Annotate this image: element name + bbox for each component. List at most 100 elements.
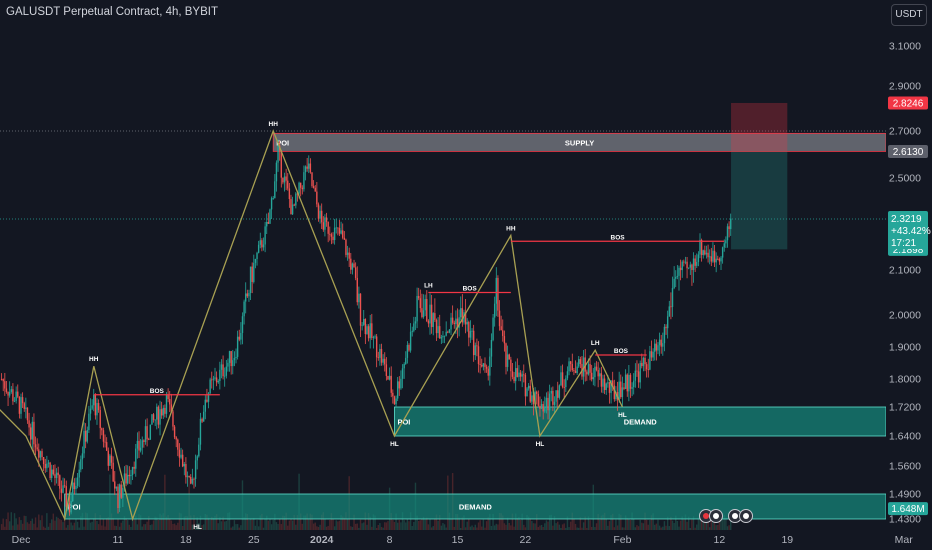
volume-bar xyxy=(7,512,9,530)
candle-body xyxy=(513,376,515,382)
last-price-line: 17:21 xyxy=(891,238,916,249)
candle-body xyxy=(553,401,556,405)
candle-body xyxy=(199,418,202,445)
volume-bar xyxy=(689,527,691,530)
position-tool[interactable] xyxy=(731,102,788,250)
candle-body xyxy=(416,296,418,322)
candle-body xyxy=(57,472,59,476)
volume-bar xyxy=(60,519,63,530)
candle-body xyxy=(59,475,61,489)
volume-bar xyxy=(308,519,310,530)
candle-body xyxy=(162,407,164,416)
event-icons[interactable] xyxy=(699,509,753,523)
volume-bar xyxy=(539,525,541,530)
volume-bar xyxy=(329,520,331,530)
time-axis[interactable]: Dec 11 18 25 2024 8 15 22 Feb 12 19 Mar xyxy=(0,530,913,550)
price-axis[interactable]: 3.10002.90002.70002.50002.30002.10002.00… xyxy=(886,0,932,550)
candle-body xyxy=(235,356,237,358)
candle-body xyxy=(654,343,656,352)
volume-bar xyxy=(400,522,402,530)
volume-bar xyxy=(597,513,599,530)
volume-bar xyxy=(613,527,616,530)
volume-bar xyxy=(460,527,462,530)
volume-bar xyxy=(723,515,725,530)
volume-bar xyxy=(240,525,242,530)
zone-label: SUPPLY xyxy=(565,138,594,147)
price-axis-bg xyxy=(886,0,932,550)
candle-body xyxy=(89,408,92,414)
volume-bar xyxy=(316,526,318,530)
candle-body xyxy=(288,188,291,199)
candle-body xyxy=(206,399,208,402)
volume-bar xyxy=(429,519,431,530)
volume-bar xyxy=(97,524,100,530)
volume-bar xyxy=(529,518,531,530)
volume-bar xyxy=(666,516,669,530)
candle-body xyxy=(335,227,337,229)
volume-bar xyxy=(267,520,270,530)
volume-bar xyxy=(185,515,187,530)
candle-body xyxy=(471,330,473,332)
volume-bar xyxy=(206,514,208,530)
volume-bar xyxy=(513,526,515,530)
volume-bar xyxy=(657,519,659,530)
candle-body xyxy=(333,227,336,241)
flag-icon xyxy=(743,513,749,519)
volume-bar xyxy=(42,526,45,530)
volume-bar xyxy=(503,523,506,530)
volume-bar xyxy=(332,518,334,530)
volume-bar xyxy=(351,526,354,530)
candle-body xyxy=(309,163,312,173)
candle-body xyxy=(451,317,454,323)
candle-body xyxy=(20,397,22,414)
swing-labels: HH HL HH HL LH HH HL LH HL xyxy=(89,121,627,531)
candle-body xyxy=(49,462,51,478)
volume-bar xyxy=(28,523,30,530)
candle-body xyxy=(485,366,488,369)
candle-body xyxy=(461,308,464,323)
candle-body xyxy=(621,387,624,398)
currency-button[interactable]: USDT xyxy=(891,4,927,26)
candle-body xyxy=(681,261,683,271)
volume-bar xyxy=(259,515,261,530)
candle-body xyxy=(702,250,704,256)
volume-bar xyxy=(311,514,313,530)
time-tick-label: 8 xyxy=(387,534,393,546)
volume-bar xyxy=(573,518,575,530)
candle-body xyxy=(256,252,258,260)
volume-bar xyxy=(398,519,400,530)
volume-bar xyxy=(645,519,648,530)
candle-body xyxy=(418,296,420,299)
volume-bar xyxy=(338,520,341,530)
candle-body xyxy=(634,370,637,381)
candle-body xyxy=(429,304,431,324)
volume-bar xyxy=(47,526,50,530)
candle-body xyxy=(637,371,640,383)
candle-body xyxy=(380,348,383,363)
candle-body xyxy=(104,441,106,443)
volume-bar xyxy=(418,520,420,530)
candle-body xyxy=(608,382,611,393)
candle-body xyxy=(191,478,194,484)
candle-body xyxy=(308,163,310,169)
volume-bar xyxy=(139,515,142,530)
volume-bar xyxy=(600,515,603,530)
candle-body xyxy=(603,378,606,391)
volume-bar xyxy=(39,520,42,530)
candle-body xyxy=(7,391,9,396)
volume-bar xyxy=(492,513,494,530)
volume-bar xyxy=(401,512,404,530)
volume-bar xyxy=(377,524,379,530)
volume-bar xyxy=(642,523,645,530)
candle-body xyxy=(269,209,271,224)
volume-bar xyxy=(317,527,320,530)
volume-bar xyxy=(30,520,32,530)
candle-body xyxy=(54,474,56,479)
volume-bar xyxy=(405,522,407,530)
candle-body xyxy=(301,187,303,190)
volume-bar xyxy=(384,522,386,530)
candle-body xyxy=(156,406,158,420)
candle-body xyxy=(151,414,153,425)
bos-label: BOS xyxy=(463,286,478,293)
